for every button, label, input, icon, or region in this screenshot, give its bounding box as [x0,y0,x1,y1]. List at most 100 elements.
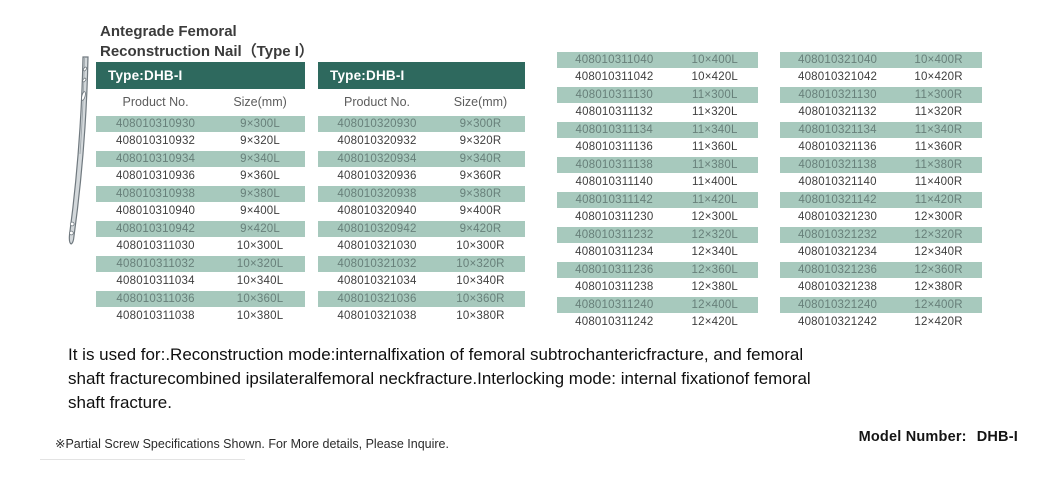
table-row: 408010311042 10×420L [557,69,758,87]
product-no-cell: 408010311138 [575,158,653,171]
table-row: 408010321030 10×300R [318,238,525,256]
column-header-product-no: Product No. [343,95,410,109]
product-no-cell: 408010321238 [797,281,878,294]
product-no-cell: 408010311238 [575,281,654,294]
product-no-cell: 408010311140 [575,176,653,189]
table-row: 408010321238 12×380R [780,279,982,297]
table-row: 408010311030 10×300L [96,238,305,256]
size-cell: 9×380L [240,187,280,200]
product-no-cell: 408010311230 [575,211,654,224]
size-cell: 10×300R [456,240,505,253]
product-no-cell: 408010310940 [115,205,196,218]
product-no-cell: 408010320940 [337,205,417,218]
product-no-cell: 408010311036 [116,292,195,305]
product-no-cell: 408010321140 [798,176,877,189]
table-row: 408010321036 10×360R [318,290,525,308]
product-no-cell: 408010311234 [575,246,654,259]
table-row: 408010311130 11×300L [557,86,758,104]
product-no-cell: 408010311040 [575,53,654,66]
product-no-cell: 408010321034 [337,275,417,288]
size-cell: 12×360L [691,263,739,276]
size-cell: 10×340R [456,275,505,288]
table-row: 408010321138 11×380R [780,156,982,174]
product-no-cell: 408010320930 [337,117,417,130]
product-no-cell: 408010311130 [575,88,653,101]
size-cell: 10×400L [691,53,739,66]
table-row: 408010311242 12×420L [557,314,758,332]
footnote-underline [40,459,245,460]
table-row: 408010321234 12×340R [780,244,982,262]
product-no-cell: 408010311134 [575,123,653,136]
product-no-cell: 408010311132 [575,106,653,119]
size-cell: 12×320R [914,228,963,241]
table-row: 408010311034 10×340L [96,273,305,291]
table-row: 408010321130 11×300R [780,86,982,104]
table-rows: 408010310930 9×300L 408010310932 9×320L 4080… [96,115,305,325]
product-no-cell: 408010311032 [116,257,195,270]
size-cell: 11×320L [691,106,738,119]
size-cell: 11×400R [914,176,963,189]
product-no-cell: 408010321236 [797,263,878,276]
spec-table-3: 408010311040 10×400L 408010311042 10×420L 40… [557,51,758,331]
table-row: 408010311132 11×320L [557,104,758,122]
size-cell: 11×420R [914,193,963,206]
size-cell: 11×320R [914,106,963,119]
size-cell: 9×340L [240,152,280,165]
spec-table-4: 408010321040 10×400R 408010321042 10×420R 40… [780,51,982,331]
size-cell: 11×300L [691,88,738,101]
table-row: 408010311240 12×400L [557,296,758,314]
spec-table-2: Type:DHB-I Product No. Size(mm) 40801032… [318,62,525,325]
product-no-cell: 408010311038 [116,310,195,323]
table-row: 408010321038 10×380R [318,308,525,326]
model-number-value: DHB-I [976,429,1018,445]
table-row: 408010311140 11×400L [557,174,758,192]
product-no-cell: 408010310936 [115,170,196,183]
product-no-cell: 408010321130 [798,88,877,101]
table-row: 408010320940 9×400R [318,203,525,221]
product-no-cell: 408010320942 [337,222,417,235]
table-row: 408010311134 11×340L [557,121,758,139]
product-no-cell: 408010321030 [337,240,417,253]
table-row: 408010320936 9×360R [318,168,525,186]
size-cell: 12×320L [691,228,739,241]
table-row: 408010320930 9×300R [318,115,525,133]
table-row: 408010310936 9×360L [96,168,305,186]
product-no-cell: 408010311042 [575,71,654,84]
femoral-nail-illustration [68,56,89,245]
size-cell: 11×420L [691,193,738,206]
size-cell: 10×340L [236,275,284,288]
table-row: 408010321242 12×420R [780,314,982,332]
table-row: 408010321132 11×320R [780,104,982,122]
product-no-cell: 408010320938 [337,187,417,200]
column-header-product-no: Product No. [122,95,189,109]
size-cell: 10×420L [691,71,739,84]
size-cell: 9×320R [459,135,502,148]
table-row: 408010311032 10×320L [96,255,305,273]
product-no-cell: 408010311232 [575,228,654,241]
product-no-cell: 408010320932 [337,135,417,148]
product-no-cell: 408010321132 [798,106,877,119]
product-no-cell: 408010311242 [575,316,654,329]
size-cell: 12×380L [691,281,739,294]
size-cell: 12×400L [691,298,739,311]
size-cell: 9×420R [459,222,502,235]
size-cell: 11×380L [691,158,738,171]
product-no-cell: 408010310938 [115,187,196,200]
size-cell: 9×360L [240,170,280,183]
table-row: 408010311230 12×300L [557,209,758,227]
size-cell: 12×340R [914,246,963,259]
model-number: Model Number: DHB-I [859,429,1018,445]
column-header-row: Product No. Size(mm) [96,89,305,115]
size-cell: 9×360R [459,170,502,183]
size-cell: 11×360L [691,141,738,154]
table-row: 408010320932 9×320R [318,133,525,151]
table-row: 408010321136 11×360R [780,139,982,157]
size-cell: 9×420L [240,222,280,235]
size-cell: 12×300R [914,211,963,224]
size-cell: 12×380R [914,281,963,294]
product-no-cell: 408010320934 [337,152,417,165]
product-no-cell: 408010311030 [116,240,195,253]
column-header-row: Product No. Size(mm) [318,89,525,115]
product-no-cell: 408010321230 [797,211,878,224]
